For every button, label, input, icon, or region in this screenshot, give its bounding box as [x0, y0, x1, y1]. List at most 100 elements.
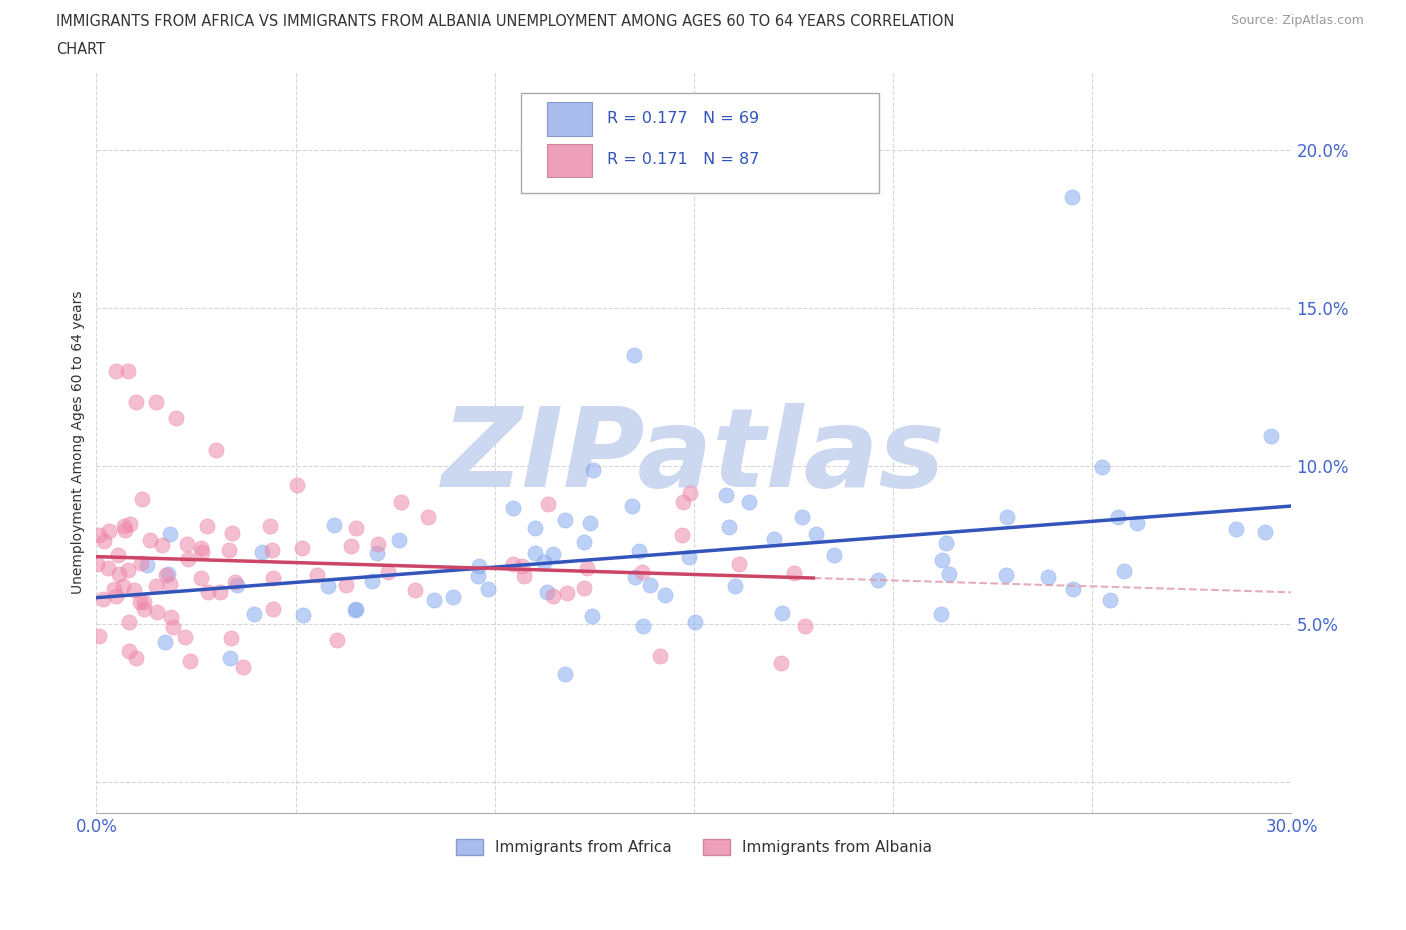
Point: [160, 610, 183, 625]
Point: [404, 583, 426, 598]
Point: [770, 656, 793, 671]
Point: [541, 547, 564, 562]
FancyBboxPatch shape: [547, 143, 592, 177]
Point: [738, 494, 761, 509]
Point: [724, 579, 747, 594]
Point: [305, 567, 328, 582]
Point: [190, 540, 212, 555]
Point: [159, 577, 181, 591]
Point: [638, 578, 661, 592]
Point: [165, 411, 187, 426]
Point: [190, 571, 212, 586]
Point: [326, 632, 349, 647]
Point: [804, 526, 827, 541]
Point: [502, 500, 524, 515]
Point: [367, 537, 389, 551]
Point: [218, 651, 240, 666]
Point: [582, 462, 605, 477]
Point: [536, 585, 558, 600]
Point: [1107, 510, 1129, 525]
Point: [262, 571, 284, 586]
Y-axis label: Unemployment Among Ages 60 to 64 years: Unemployment Among Ages 60 to 64 years: [72, 290, 86, 593]
Point: [226, 578, 249, 592]
Point: [995, 567, 1018, 582]
Point: [174, 630, 197, 644]
Point: [117, 563, 139, 578]
Point: [120, 517, 142, 532]
Point: [89, 628, 111, 643]
Point: [323, 517, 346, 532]
Point: [340, 538, 363, 553]
Point: [377, 565, 399, 579]
Point: [627, 543, 650, 558]
Point: [125, 651, 148, 666]
Point: [554, 512, 576, 527]
Point: [197, 585, 219, 600]
Point: [714, 488, 737, 503]
Point: [118, 644, 141, 658]
Point: [935, 535, 957, 550]
Point: [1112, 564, 1135, 578]
Point: [205, 443, 228, 458]
Point: [346, 521, 368, 536]
Point: [467, 559, 489, 574]
Point: [177, 551, 200, 566]
Point: [623, 569, 645, 584]
Point: [366, 546, 388, 561]
Point: [1126, 515, 1149, 530]
Point: [576, 560, 599, 575]
Point: [139, 533, 162, 548]
Point: [1091, 460, 1114, 475]
Point: [579, 515, 602, 530]
Text: CHART: CHART: [56, 42, 105, 57]
Point: [335, 578, 357, 592]
Point: [132, 595, 155, 610]
Point: [129, 555, 152, 570]
Point: [179, 653, 201, 668]
Point: [1098, 593, 1121, 608]
Point: [1254, 525, 1277, 539]
Point: [1036, 569, 1059, 584]
Point: [423, 592, 446, 607]
Point: [931, 552, 953, 567]
Point: [633, 618, 655, 633]
Point: [1260, 429, 1282, 444]
Point: [868, 572, 890, 587]
Point: [727, 556, 749, 571]
Point: [87, 527, 110, 542]
Point: [523, 520, 546, 535]
Text: Source: ZipAtlas.com: Source: ZipAtlas.com: [1230, 14, 1364, 27]
Point: [823, 548, 845, 563]
Point: [259, 518, 281, 533]
Point: [574, 580, 596, 595]
Point: [672, 494, 695, 509]
Point: [783, 566, 806, 581]
Point: [344, 602, 367, 617]
Point: [112, 518, 135, 533]
Text: R = 0.177   N = 69: R = 0.177 N = 69: [606, 112, 759, 126]
Point: [513, 568, 536, 583]
Point: [156, 567, 179, 582]
Point: [389, 495, 412, 510]
Point: [146, 604, 169, 619]
Point: [794, 618, 817, 633]
Point: [790, 510, 813, 525]
Point: [581, 609, 603, 624]
Point: [654, 588, 676, 603]
Point: [108, 567, 131, 582]
Point: [555, 586, 578, 601]
Point: [285, 477, 308, 492]
Point: [131, 492, 153, 507]
Point: [1225, 522, 1247, 537]
Point: [510, 558, 533, 573]
Point: [929, 606, 952, 621]
Point: [441, 590, 464, 604]
FancyBboxPatch shape: [520, 93, 879, 193]
Point: [537, 497, 560, 512]
Text: IMMIGRANTS FROM AFRICA VS IMMIGRANTS FROM ALBANIA UNEMPLOYMENT AMONG AGES 60 TO : IMMIGRANTS FROM AFRICA VS IMMIGRANTS FRO…: [56, 14, 955, 29]
Point: [541, 589, 564, 604]
Point: [114, 522, 136, 537]
Point: [159, 527, 181, 542]
Point: [623, 348, 645, 363]
Point: [318, 578, 340, 593]
